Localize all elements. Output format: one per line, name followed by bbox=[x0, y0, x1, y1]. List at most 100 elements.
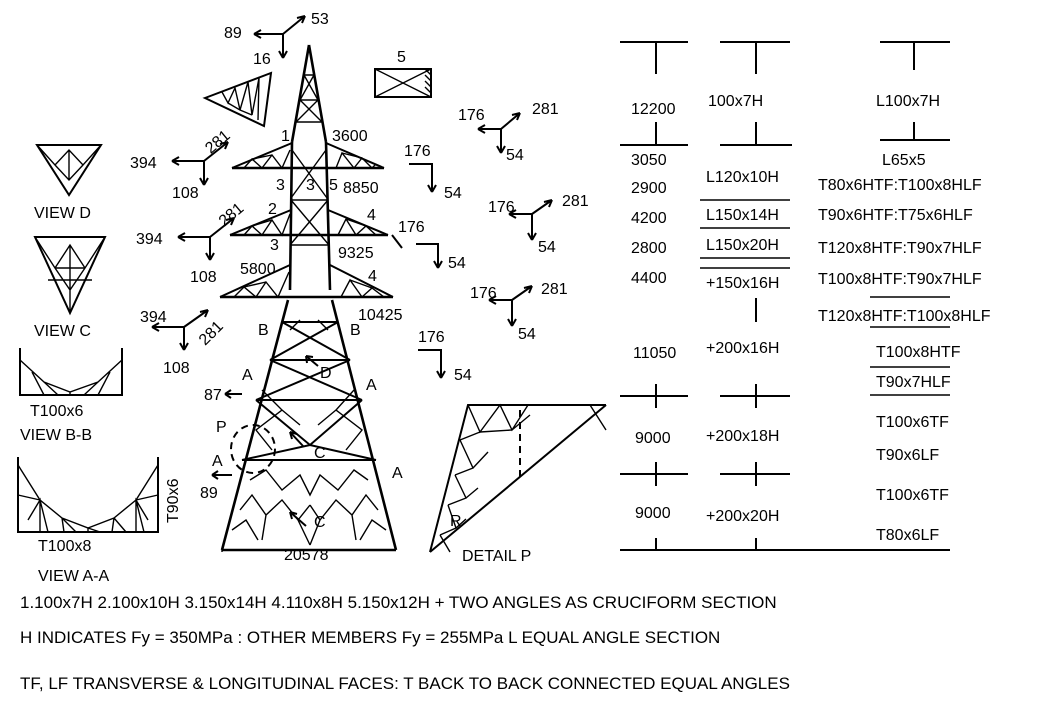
detail-p-drawing bbox=[429, 403, 607, 553]
detail-r-label: R bbox=[450, 513, 462, 530]
t2-r3: L150x20H bbox=[706, 237, 779, 254]
t3-r4: T120x8HTF:T90x7HLF bbox=[818, 240, 982, 257]
t1-r3: 4200 bbox=[631, 210, 667, 227]
note-line-1: 1.100x7H 2.100x10H 3.150x14H 4.110x8H 5.… bbox=[20, 593, 777, 612]
detail-p-marker: P bbox=[216, 419, 227, 436]
section-b-left: B bbox=[258, 322, 269, 339]
member-4a: 4 bbox=[367, 207, 376, 224]
load-r3-b: 281 bbox=[562, 193, 589, 210]
section-a-4: A bbox=[392, 465, 403, 482]
t2-r0: 100x7H bbox=[708, 93, 763, 110]
load-r5-a: 176 bbox=[470, 285, 497, 302]
t3-r10: T90x6LF bbox=[876, 447, 939, 464]
load-l3-a: 394 bbox=[140, 309, 167, 326]
detail-p-label: DETAIL P bbox=[462, 548, 531, 565]
member-5-detail bbox=[374, 68, 432, 98]
view-aa-drawing bbox=[17, 457, 159, 533]
load-r3-a: 176 bbox=[488, 199, 515, 216]
section-c-1: C bbox=[314, 445, 326, 462]
t3-r6: T120x8HTF:T100x8HLF bbox=[818, 308, 991, 325]
view-d-label: VIEW D bbox=[34, 205, 91, 222]
load-r6-a: 176 bbox=[418, 329, 445, 346]
peak-panel-detail bbox=[202, 71, 273, 128]
load-l3-b: 281 bbox=[196, 318, 227, 349]
load-r5-b: 281 bbox=[541, 281, 568, 298]
t3-r7: T100x8HTF bbox=[876, 344, 961, 361]
load-r2-c: 54 bbox=[444, 185, 462, 202]
dim-10425: 10425 bbox=[358, 307, 403, 324]
load-r5-c: 54 bbox=[518, 326, 536, 343]
member-3b: 3 bbox=[306, 177, 315, 194]
member-3c: 3 bbox=[270, 237, 279, 254]
t1-r6: 11050 bbox=[633, 345, 676, 362]
dim-9325: 9325 bbox=[338, 245, 374, 262]
load-89: 89 bbox=[200, 485, 218, 502]
t2-r5: +200x16H bbox=[706, 340, 779, 357]
load-l3-c: 108 bbox=[163, 360, 190, 377]
section-a-3: A bbox=[212, 453, 223, 470]
t3-r8: T90x7HLF bbox=[876, 374, 951, 391]
load-l1-c: 108 bbox=[172, 185, 199, 202]
t2-r1: L120x10H bbox=[706, 169, 779, 186]
transmission-tower bbox=[211, 44, 398, 552]
load-r1-b: 281 bbox=[532, 101, 559, 118]
load-r6-c: 54 bbox=[454, 367, 472, 384]
load-l2-b: 281 bbox=[216, 200, 247, 230]
load-r3-c: 54 bbox=[538, 239, 556, 256]
load-top-a: 89 bbox=[224, 25, 242, 42]
t2-r7: +200x20H bbox=[706, 508, 779, 525]
section-d: D bbox=[320, 365, 332, 382]
view-aa-label: VIEW A-A bbox=[38, 568, 109, 585]
t2-r2: L150x14H bbox=[706, 207, 779, 224]
t3-r5: T100x8HTF:T90x7HLF bbox=[818, 271, 982, 288]
load-r1-c: 54 bbox=[506, 147, 524, 164]
dim-8850: 8850 bbox=[343, 180, 379, 197]
t1-r0: 12200 bbox=[631, 101, 676, 118]
member-3a: 3 bbox=[276, 177, 285, 194]
view-c-drawing bbox=[33, 236, 107, 316]
view-aa-section: T100x8 bbox=[38, 538, 91, 555]
t3-r0: L100x7H bbox=[876, 93, 940, 110]
t2-r4: +150x16H bbox=[706, 275, 779, 292]
load-top-c: 16 bbox=[253, 51, 271, 68]
view-bb-drawing bbox=[19, 348, 123, 396]
load-top-b: 53 bbox=[311, 11, 329, 28]
t2-r6: +200x18H bbox=[706, 428, 779, 445]
t1-r7: 9000 bbox=[635, 430, 671, 447]
load-87: 87 bbox=[204, 387, 222, 404]
t1-r1: 3050 bbox=[631, 152, 667, 169]
load-r4-c: 54 bbox=[448, 255, 466, 272]
note-line-3: TF, LF TRANSVERSE & LONGITUDINAL FACES: … bbox=[20, 674, 790, 693]
t1-r8: 9000 bbox=[635, 505, 671, 522]
t1-r2: 2900 bbox=[631, 180, 667, 197]
section-c-2: C bbox=[314, 514, 326, 531]
section-table bbox=[620, 41, 950, 551]
load-l1-a: 394 bbox=[130, 155, 157, 172]
view-aa-side-section: T90x6 bbox=[165, 478, 182, 523]
view-c-label: VIEW C bbox=[34, 323, 91, 340]
view-d-drawing bbox=[35, 144, 103, 197]
view-bb-section: T100x6 bbox=[30, 403, 83, 420]
view-bb-label: VIEW B-B bbox=[20, 427, 92, 444]
t3-r11: T100x6TF bbox=[876, 487, 949, 504]
load-r4-a: 176 bbox=[398, 219, 425, 236]
t1-r5: 4400 bbox=[631, 270, 667, 287]
load-l1-b: 281 bbox=[202, 127, 233, 157]
dim-3600: 3600 bbox=[332, 128, 368, 145]
section-a-1: A bbox=[242, 367, 253, 384]
load-r1-a: 176 bbox=[458, 107, 485, 124]
t3-r1: L65x5 bbox=[882, 152, 926, 169]
section-a-2: A bbox=[366, 377, 377, 394]
member-1: 1 bbox=[281, 128, 290, 145]
t1-r4: 2800 bbox=[631, 240, 667, 257]
member-4b: 4 bbox=[368, 268, 377, 285]
t3-r3: T90x6HTF:T75x6HLF bbox=[818, 207, 973, 224]
t3-r2: T80x6HTF:T100x8HLF bbox=[818, 177, 982, 194]
load-arrows bbox=[151, 15, 553, 379]
t3-r9: T100x6TF bbox=[876, 414, 949, 431]
t3-r12: T80x6LF bbox=[876, 527, 939, 544]
dim-20578: 20578 bbox=[284, 547, 329, 564]
